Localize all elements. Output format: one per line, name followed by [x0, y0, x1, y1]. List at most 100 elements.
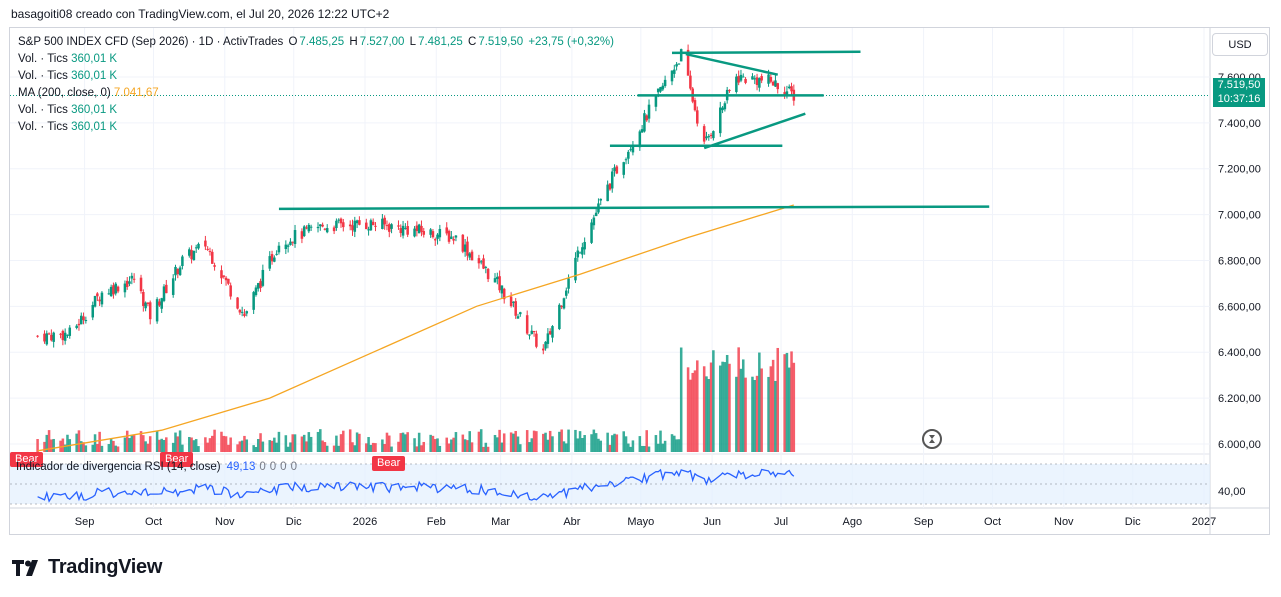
- candle-body: [723, 103, 727, 110]
- volume-legend-2[interactable]: Vol. · Tics 360,01 K: [18, 70, 118, 82]
- volume-bar: [130, 435, 134, 452]
- rsi-level-label: 40,00: [1218, 486, 1246, 498]
- volume-bar: [484, 442, 488, 452]
- rsi-legend[interactable]: Indicador de divergencia RSI (14, close)…: [16, 461, 297, 473]
- volume-bar: [463, 439, 467, 452]
- volume-bar: [236, 444, 239, 452]
- volume-bar: [640, 445, 644, 452]
- x-tick-label: Sep: [914, 516, 934, 528]
- volume-bar: [783, 354, 786, 452]
- candle-body: [261, 269, 265, 286]
- candle-body: [463, 244, 467, 252]
- candle-body: [399, 228, 403, 234]
- candle-body: [45, 333, 49, 345]
- candle-body: [289, 241, 292, 245]
- candle-body: [592, 217, 596, 226]
- symbol-label[interactable]: S&P 500 INDEX CFD (Sep 2026) · 1D · Acti…: [18, 36, 284, 48]
- candle-body: [739, 74, 743, 81]
- volume-bar: [583, 435, 586, 452]
- volume-bar: [84, 445, 88, 452]
- brand-footer: TradingView: [12, 556, 162, 579]
- candle-body: [578, 252, 582, 254]
- candle-body: [516, 316, 520, 319]
- volume-bar: [624, 436, 628, 452]
- volume-bar: [178, 430, 182, 452]
- candle-body: [422, 231, 426, 235]
- replay-icon[interactable]: [922, 429, 942, 449]
- volume-bar: [450, 439, 453, 452]
- volume-legend-3[interactable]: Vol. · Tics 360,01 K: [18, 104, 118, 116]
- volume-bar: [222, 435, 226, 452]
- candle-body: [712, 131, 715, 139]
- candle-body: [787, 86, 791, 89]
- candle-body: [530, 330, 534, 334]
- candle-body: [323, 228, 327, 230]
- volume-bar: [204, 437, 207, 452]
- candle-body: [661, 85, 665, 90]
- volume-bar: [496, 437, 499, 452]
- volume-bar: [500, 442, 504, 452]
- volume-bar: [254, 446, 258, 452]
- volume-bar: [622, 431, 625, 452]
- volume-bar: [47, 430, 51, 452]
- x-tick-label: Mayo: [627, 516, 654, 528]
- low-value: 7.481,25: [418, 36, 463, 48]
- volume-bar: [712, 350, 715, 452]
- candle-body: [654, 94, 658, 107]
- candle-body: [753, 78, 757, 80]
- volume-bar: [91, 444, 95, 452]
- ma-legend[interactable]: MA (200, close, 0) 7.041,67: [18, 87, 159, 99]
- candle-body: [109, 286, 113, 297]
- candle-body: [116, 286, 120, 292]
- volume-bar: [590, 434, 593, 452]
- candle-body: [194, 247, 198, 249]
- x-tick-label: Feb: [427, 516, 446, 528]
- candle-body: [273, 257, 276, 262]
- volume-bar: [728, 363, 731, 452]
- candle-body: [125, 280, 129, 287]
- volume-bar: [468, 431, 471, 452]
- candle-body: [590, 222, 593, 243]
- volume-bar: [300, 436, 304, 452]
- volume-bar: [190, 437, 193, 452]
- volume-bar: [98, 431, 101, 452]
- y-tick-label: 6.000,00: [1218, 439, 1261, 451]
- x-tick-label: Dic: [286, 516, 302, 528]
- volume-bar: [670, 434, 674, 452]
- volume-bar: [702, 366, 706, 452]
- candle-body: [61, 330, 65, 341]
- volume-bar: [707, 379, 711, 452]
- candle-body: [302, 226, 306, 237]
- volume-bar: [399, 433, 403, 452]
- volume-legend-1[interactable]: Vol. · Tics 360,01 K: [18, 53, 118, 65]
- currency-button[interactable]: USD: [1212, 33, 1268, 56]
- candle-body: [751, 76, 754, 80]
- volume-bar: [197, 446, 200, 452]
- volume-bar: [213, 429, 216, 452]
- candle-body: [268, 256, 272, 269]
- volume-bar: [82, 442, 85, 452]
- candle-body: [560, 305, 563, 307]
- y-tick-label: 6.200,00: [1218, 393, 1261, 405]
- candle-body: [776, 83, 780, 90]
- volume-bar: [286, 446, 290, 452]
- candle-body: [785, 91, 789, 96]
- volume-legend-4[interactable]: Vol. · Tics 360,01 K: [18, 121, 118, 133]
- volume-bar: [305, 441, 308, 452]
- volume-bar: [206, 442, 209, 452]
- candle-body: [512, 301, 515, 303]
- volume-bar: [123, 437, 127, 452]
- volume-bar: [613, 433, 616, 452]
- candle-body: [192, 250, 196, 261]
- volume-bar: [608, 444, 612, 452]
- volume-bar: [599, 440, 603, 452]
- candle-body: [342, 222, 345, 228]
- volume-bar: [753, 379, 757, 452]
- candle-body: [705, 136, 708, 139]
- volume-bar: [530, 438, 534, 452]
- volume-bar: [562, 441, 566, 452]
- volume-bar: [383, 443, 386, 452]
- volume-bar: [792, 362, 796, 452]
- volume-bar: [270, 440, 274, 452]
